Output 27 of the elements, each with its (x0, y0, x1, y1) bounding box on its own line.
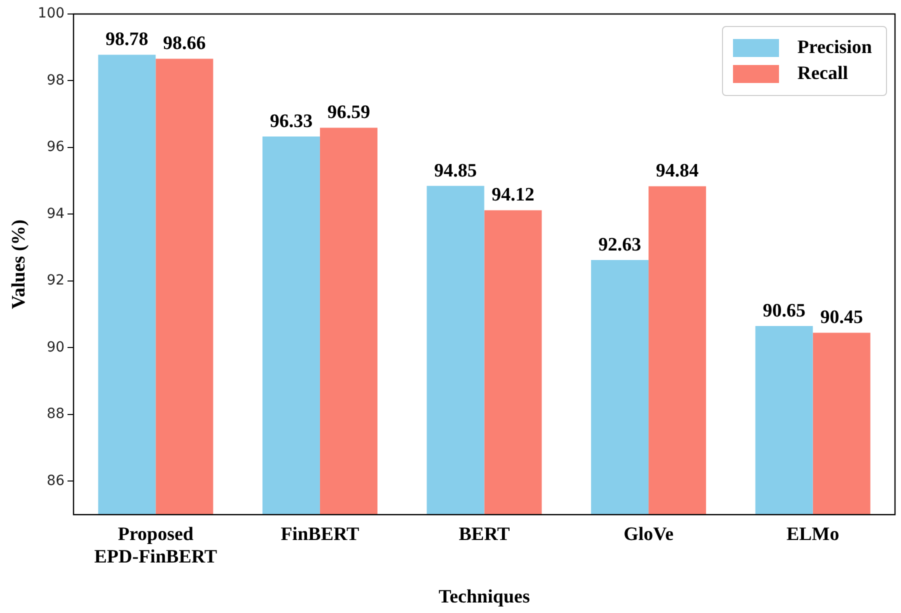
x-tick-label: ELMo (786, 524, 840, 545)
data-label: 90.65 (762, 300, 806, 322)
x-tick-label: GloVe (624, 524, 674, 545)
y-tick-label: 88 (46, 406, 65, 422)
x-axis-title: Techniques (438, 586, 530, 608)
y-tick-label: 96 (46, 139, 65, 156)
y-tick-label: 100 (38, 6, 65, 22)
data-label: 94.84 (656, 160, 700, 182)
legend-label: Precision (797, 37, 872, 59)
y-tick-label: 86 (46, 472, 65, 489)
x-tick-label: BERT (458, 524, 510, 545)
legend-label: Recall (797, 63, 848, 85)
data-label: 94.12 (492, 184, 534, 206)
y-tick-label: 90 (46, 339, 65, 356)
y-tick-label: 94 (46, 206, 65, 222)
data-label: 98.78 (106, 29, 148, 50)
data-label: 98.66 (163, 33, 206, 54)
x-tick-label: FinBERT (280, 524, 360, 545)
x-tick-label: Proposed EPD-FinBERT (94, 524, 218, 568)
data-label: 92.63 (598, 234, 642, 256)
data-label: 94.85 (434, 160, 477, 182)
y-axis-title: Values (%) (8, 220, 30, 310)
y-tick-label: 92 (46, 272, 65, 289)
data-label: 96.33 (270, 110, 313, 132)
y-tick-label: 98 (46, 72, 65, 88)
data-label: 90.45 (820, 307, 863, 328)
data-label: 96.59 (327, 102, 370, 124)
